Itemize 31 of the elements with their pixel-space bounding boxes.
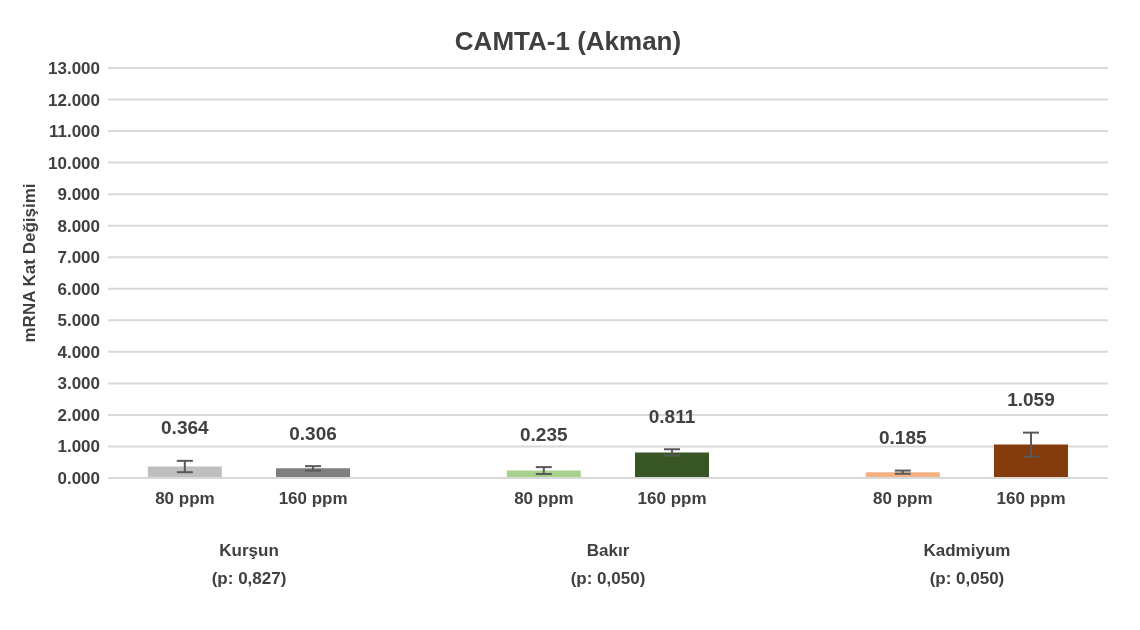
y-axis-title: mRNA Kat Değişimi	[20, 183, 40, 343]
y-tick-label: 3.000	[57, 374, 100, 394]
x-tick-label: 80 ppm	[873, 489, 933, 508]
y-tick-label: 11.000	[48, 122, 100, 142]
y-tick-label: 13.000	[48, 59, 100, 79]
y-tick-label: 7.000	[57, 248, 100, 268]
x-tick-label: 160 ppm	[278, 489, 348, 508]
y-tick-label: 8.000	[57, 216, 100, 236]
data-label: 0.306	[289, 422, 337, 444]
y-tick-label: 0.000	[57, 469, 100, 489]
x-tick-label: 160 ppm	[996, 489, 1066, 508]
text: Kurşun (p: 0,827)	[211, 541, 287, 588]
y-tick-label: 6.000	[57, 279, 100, 299]
data-label: 0.185	[879, 427, 927, 449]
data-label: 0.235	[520, 423, 568, 445]
data-label: 1.059	[1007, 389, 1055, 411]
x-tick-label: 80 ppm	[155, 489, 215, 508]
y-tick-label: 2.000	[57, 405, 100, 425]
y-tick-label: 9.000	[57, 185, 100, 205]
y-tick-label: 1.000	[57, 437, 100, 457]
data-label: 0.811	[648, 405, 696, 427]
chart-title: CAMTA-1 (Akman)	[453, 26, 683, 57]
data-label: 0.364	[161, 417, 210, 439]
text: Bakır (p: 0,050)	[570, 541, 646, 588]
x-tick-label: 160 ppm	[637, 489, 707, 508]
y-tick-label: 10.000	[48, 153, 100, 173]
y-tick-label: 4.000	[57, 342, 100, 362]
y-tick-label: 12.000	[48, 90, 100, 110]
y-tick-label: 5.000	[57, 311, 100, 331]
text: Kadmiyum (p: 0,050)	[923, 541, 1011, 588]
x-tick-label: 80 ppm	[514, 489, 574, 508]
